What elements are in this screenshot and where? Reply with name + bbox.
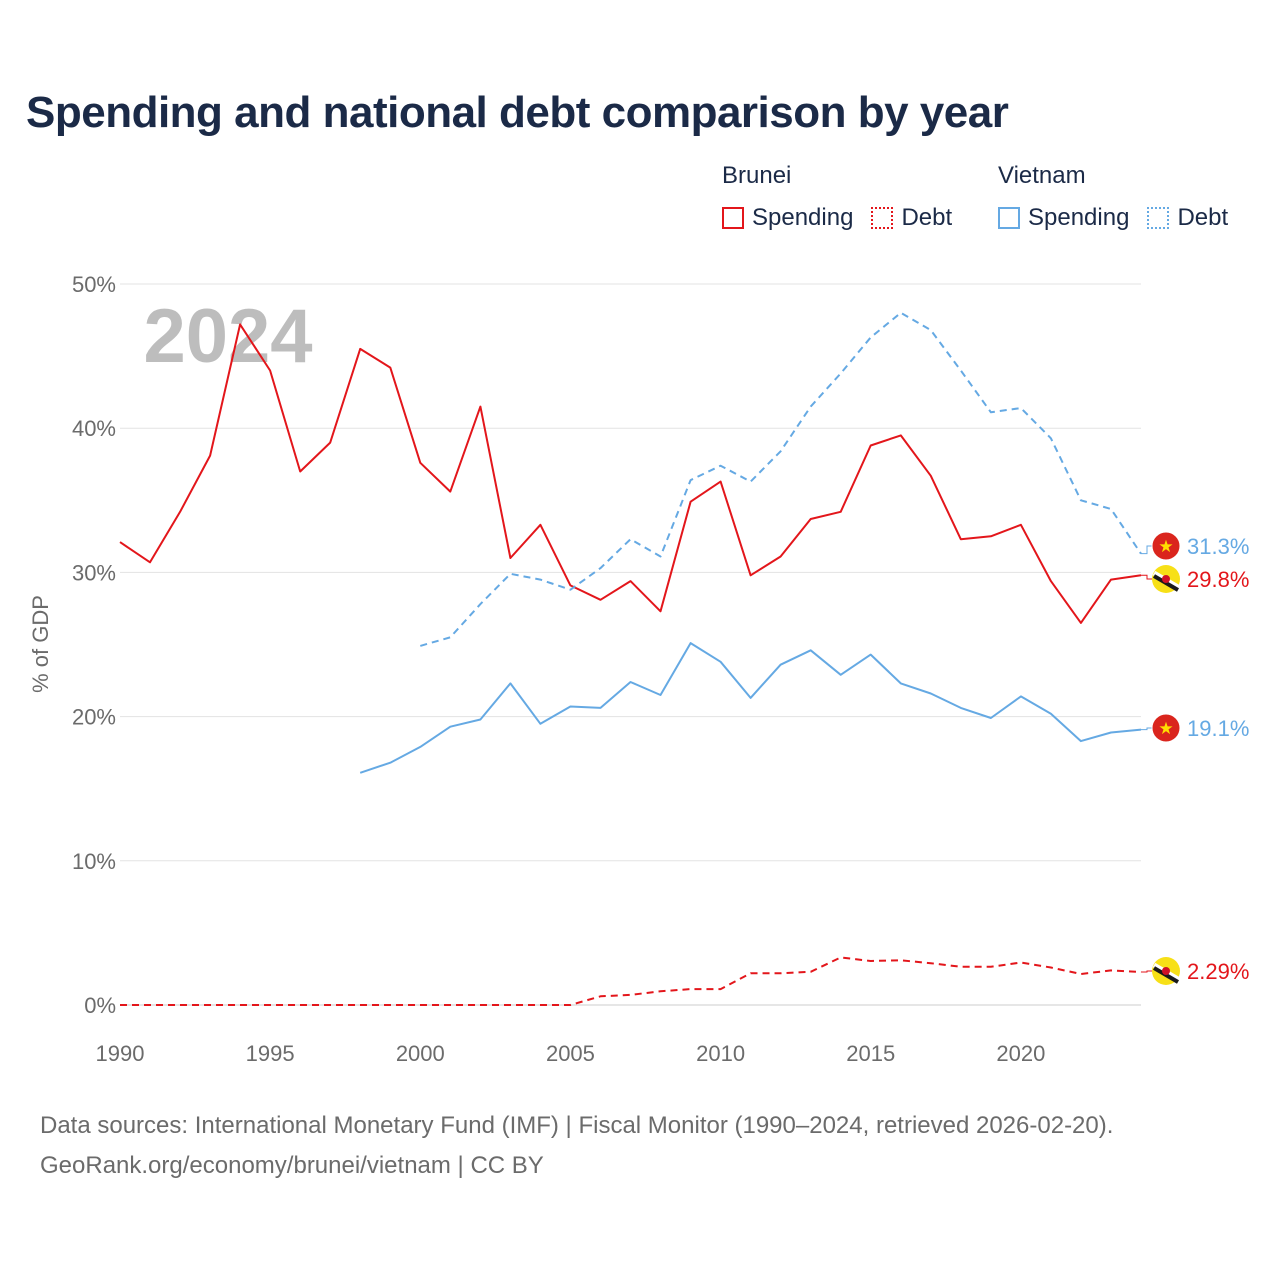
x-tick-label: 2010 <box>696 1041 745 1066</box>
series-line-vietnam-debt[interactable] <box>420 311 1142 647</box>
y-tick-label: 10% <box>72 849 116 874</box>
legend-label: Spending <box>752 204 854 231</box>
y-tick-label: 50% <box>72 272 116 297</box>
x-tick-label: 2020 <box>996 1041 1045 1066</box>
label-connector <box>1141 574 1152 580</box>
legend-swatch-solid <box>998 207 1020 229</box>
legend-swatch-dotted <box>871 207 894 229</box>
vietnam-flag-icon <box>1151 713 1181 743</box>
legend-group-brunei: Brunei Spending Debt <box>722 162 970 232</box>
flag-emblem-icon <box>1162 575 1170 583</box>
label-connector <box>1141 970 1152 973</box>
series-line-brunei-debt[interactable] <box>120 956 1142 1006</box>
label-connector <box>1141 727 1152 731</box>
flag-star-icon: ★ <box>1158 719 1173 739</box>
end-value-label: 29.8% <box>1187 567 1249 592</box>
y-axis-ticks: 0% 10% 20% 30% 40% 50% <box>72 272 116 1018</box>
y-axis-label: % of GDP <box>28 595 53 693</box>
sources-line-1: Data sources: International Monetary Fun… <box>40 1112 1114 1139</box>
legend-swatch-solid <box>722 207 744 229</box>
legend-group-vietnam: Vietnam Spending Debt <box>998 162 1246 232</box>
legend-vietnam-spending[interactable]: Spending <box>998 204 1129 232</box>
data-sources: Data sources: International Monetary Fun… <box>40 1106 1113 1186</box>
vietnam-flag-icon <box>1151 531 1181 561</box>
label-connector <box>1141 545 1152 555</box>
series-lines <box>119 311 1142 1006</box>
legend-vietnam-debt[interactable]: Debt <box>1147 204 1228 232</box>
grid-lines <box>120 283 1141 1006</box>
year-watermark: 2024 <box>143 294 312 379</box>
flag-emblem-icon <box>1162 967 1170 975</box>
series-line-vietnam-spending[interactable] <box>359 642 1142 774</box>
y-tick-label: 0% <box>84 993 116 1018</box>
x-axis-ticks: 1990 1995 2000 2005 2010 2015 2020 <box>96 1041 1046 1066</box>
x-tick-label: 1990 <box>96 1041 145 1066</box>
legend-brunei-debt[interactable]: Debt <box>871 204 952 232</box>
legend-label: Spending <box>1028 204 1130 231</box>
y-tick-label: 30% <box>72 560 116 585</box>
y-tick-label: 20% <box>72 705 116 730</box>
x-tick-label: 2000 <box>396 1041 445 1066</box>
flag-star-icon: ★ <box>1158 537 1173 557</box>
x-tick-label: 2015 <box>846 1041 895 1066</box>
legend-label: Debt <box>901 204 953 231</box>
x-tick-label: 2005 <box>546 1041 595 1066</box>
end-value-label: 2.29% <box>1187 959 1249 984</box>
legend-country-brunei: Brunei <box>722 162 792 189</box>
legend-country-vietnam: Vietnam <box>998 162 1086 189</box>
end-value-label: 19.1% <box>1187 716 1249 741</box>
end-value-label: 31.3% <box>1187 534 1249 559</box>
legend-label: Debt <box>1177 204 1229 231</box>
x-tick-label: 1995 <box>246 1041 295 1066</box>
sources-line-2: GeoRank.org/economy/brunei/vietnam | CC … <box>40 1152 544 1179</box>
series-line-brunei-spending[interactable] <box>119 323 1142 624</box>
y-tick-label: 40% <box>72 416 116 441</box>
legend-swatch-dotted <box>1147 207 1170 229</box>
end-markers: 29.8% 2.29% ★ 19.1% ★ 31.3% <box>1141 531 1249 985</box>
legend-brunei-spending[interactable]: Spending <box>722 204 853 232</box>
chart-title: Spending and national debt comparison by… <box>26 88 1009 137</box>
